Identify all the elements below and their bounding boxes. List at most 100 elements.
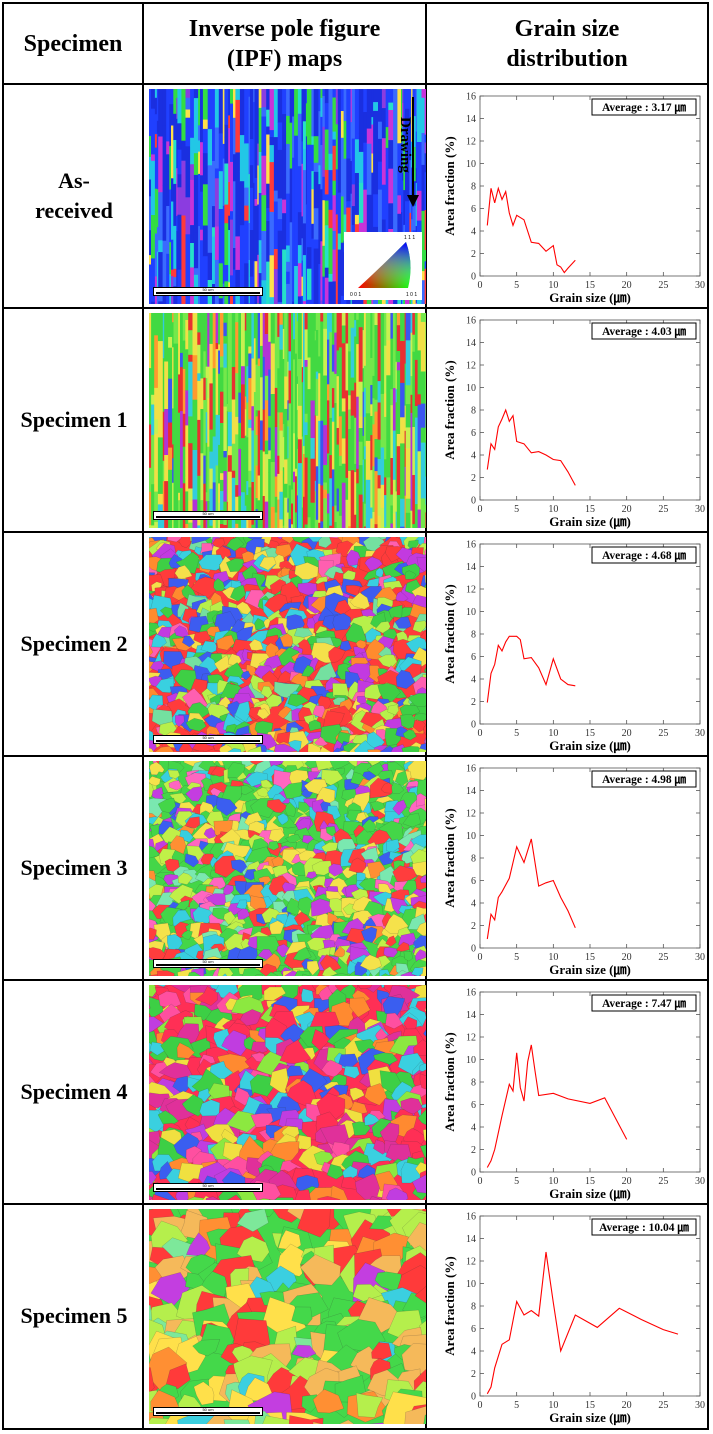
y-tick-label: 2 (471, 249, 476, 260)
x-tick-label: 30 (695, 280, 705, 291)
x-axis-label: Grain size (㎛) (549, 1186, 631, 1202)
y-tick-label: 4 (471, 451, 476, 462)
row-divider (4, 1203, 707, 1205)
grain-size-chart: 0 5 10 15 20 25 30 0 2 4 6 8 10 12 14 16 Grain size (㎛) A… (442, 540, 705, 755)
row-label: Specimen 4 (20, 1079, 128, 1104)
scale-bar: 50 um (153, 959, 263, 968)
x-tick-label: 10 (548, 1176, 558, 1187)
x-tick-label: 30 (695, 1176, 705, 1187)
row-divider (4, 755, 707, 757)
plot-frame (479, 1215, 701, 1397)
x-tick-label: 0 (478, 1400, 483, 1411)
y-tick-label: 0 (471, 1168, 476, 1179)
y-tick-label: 2 (471, 921, 476, 932)
row-divider (4, 531, 707, 533)
series-line (486, 635, 576, 703)
y-axis-label: Area fraction (%) (442, 360, 457, 459)
column-divider (425, 4, 427, 1428)
grain-size-chart-cell: 0 5 10 15 20 25 30 0 2 4 6 8 10 12 14 16 Grain size (㎛) A… (432, 1206, 710, 1427)
grain-size-chart: 0 5 10 15 20 25 30 0 2 4 6 8 10 12 14 16 Grain size (㎛) A… (442, 1212, 705, 1427)
y-tick-label: 16 (466, 764, 476, 775)
y-tick-label: 14 (466, 1010, 476, 1021)
y-tick-label: 6 (471, 1324, 476, 1335)
row-divider (4, 307, 707, 309)
average-label: Average : 3.17 ㎛ (602, 102, 687, 114)
y-tick-label: 10 (466, 607, 476, 618)
scale-bar-label: 50 um (202, 959, 214, 964)
grain-size-chart-cell: 0 5 10 15 20 25 30 0 2 4 6 8 10 12 14 16 Grain size (㎛) A… (432, 982, 710, 1203)
ipf-map: 50 um (149, 1209, 426, 1424)
y-tick-label: 0 (471, 720, 476, 731)
x-tick-label: 10 (548, 952, 558, 963)
x-tick-label: 10 (548, 1400, 558, 1411)
x-tick-label: 10 (548, 504, 558, 515)
x-tick-label: 30 (695, 952, 705, 963)
grain-size-chart-cell: 0 5 10 15 20 25 30 0 2 4 6 8 10 12 14 16 Grain size (㎛) A… (432, 758, 710, 979)
y-tick-label: 6 (471, 652, 476, 663)
y-tick-label: 0 (471, 272, 476, 283)
scale-bar: 50 um (153, 735, 263, 744)
average-label: Average : 10.04 ㎛ (599, 1222, 689, 1234)
y-tick-label: 2 (471, 697, 476, 708)
y-tick-label: 12 (466, 361, 476, 372)
x-axis-label: Grain size (㎛) (549, 290, 631, 306)
series-line (486, 1251, 679, 1395)
drawing-direction-arrow: Drawing (396, 97, 419, 207)
x-axis-label: Grain size (㎛) (549, 1410, 631, 1426)
y-axis-label: Area fraction (%) (442, 1256, 457, 1355)
x-tick-label: 15 (585, 952, 595, 963)
row-label: As-received (35, 168, 113, 223)
header-grain-size-distribution: Grain size distribution (506, 16, 628, 72)
y-tick-label: 6 (471, 1100, 476, 1111)
y-tick-label: 2 (471, 1145, 476, 1156)
y-tick-label: 14 (466, 786, 476, 797)
y-tick-label: 10 (466, 383, 476, 394)
x-tick-label: 5 (514, 504, 519, 515)
y-tick-label: 10 (466, 1055, 476, 1066)
y-tick-label: 14 (466, 562, 476, 573)
x-tick-label: 0 (478, 728, 483, 739)
scale-bar-label: 50 um (202, 287, 214, 292)
x-tick-label: 30 (695, 504, 705, 515)
series-line (486, 838, 576, 940)
scale-bar-label: 50 um (202, 1407, 214, 1412)
plot-frame (479, 767, 701, 949)
x-tick-label: 5 (514, 280, 519, 291)
average-box (591, 322, 697, 340)
drawing-label: Drawing (397, 117, 413, 173)
y-axis-label: Area fraction (%) (442, 1032, 457, 1131)
y-tick-label: 8 (471, 182, 476, 193)
scale-bar: 50 um (153, 511, 263, 520)
scale-bar: 50 um (153, 1183, 263, 1192)
average-box (591, 1218, 697, 1236)
plot-frame (479, 319, 701, 501)
grain-size-chart-cell: 0 5 10 15 20 25 30 0 2 4 6 8 10 12 14 16 Grain size (㎛) A… (432, 534, 710, 755)
average-label: Average : 4.03 ㎛ (602, 326, 687, 338)
scale-bar: 50 um (153, 1407, 263, 1416)
y-tick-label: 6 (471, 428, 476, 439)
y-tick-label: 8 (471, 1078, 476, 1089)
x-tick-label: 25 (658, 952, 668, 963)
x-tick-label: 20 (622, 728, 632, 739)
y-tick-label: 8 (471, 1302, 476, 1313)
y-tick-label: 4 (471, 675, 476, 686)
y-tick-label: 14 (466, 1234, 476, 1245)
y-tick-label: 4 (471, 1123, 476, 1134)
y-tick-label: 4 (471, 227, 476, 238)
y-tick-label: 8 (471, 406, 476, 417)
plot-frame (479, 95, 701, 277)
x-axis-label: Grain size (㎛) (549, 962, 631, 978)
y-tick-label: 16 (466, 92, 476, 103)
series-line (486, 408, 576, 486)
ipf-map: 50 um (149, 537, 426, 752)
average-label: Average : 7.47 ㎛ (602, 998, 687, 1010)
average-box (591, 770, 697, 788)
x-axis-label: Grain size (㎛) (549, 738, 631, 754)
y-tick-label: 2 (471, 1369, 476, 1380)
x-tick-label: 0 (478, 1176, 483, 1187)
y-tick-label: 14 (466, 114, 476, 125)
y-tick-label: 0 (471, 944, 476, 955)
plot-frame (479, 543, 701, 725)
x-tick-label: 5 (514, 1176, 519, 1187)
y-tick-label: 8 (471, 630, 476, 641)
